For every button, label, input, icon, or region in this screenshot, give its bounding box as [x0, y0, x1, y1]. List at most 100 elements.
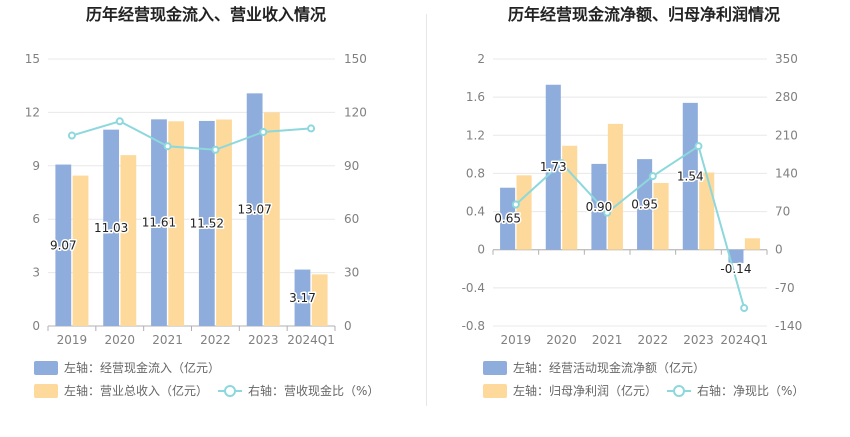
y-right-tick-label: -140: [775, 319, 802, 333]
y-right-tick-label: 0: [775, 243, 783, 257]
line-point: [307, 124, 316, 133]
y-left-tick-label: 0: [32, 319, 40, 333]
y-left-tick-label: 2: [477, 52, 485, 66]
bar-primary: [637, 159, 653, 250]
y-right-tick-label: 120: [344, 105, 367, 119]
chart-title: 历年经营现金流净额、归母净利润情况: [508, 5, 780, 24]
bar-primary: [55, 164, 72, 326]
y-left-tick-label: -0.8: [462, 319, 485, 333]
legend-swatch: [34, 361, 58, 375]
legend-swatch: [34, 384, 58, 398]
line-point: [511, 200, 520, 209]
x-tick-label: 2023: [683, 333, 714, 347]
bar-secondary: [263, 112, 280, 327]
legend-item[interactable]: 左轴：经营现金流入（亿元）: [34, 360, 220, 375]
chart-title: 历年经营现金流入、营业收入情况: [86, 5, 326, 24]
chart-1: 历年经营现金流入、营业收入情况0369121503060901201502019…: [25, 5, 379, 398]
data-label: 11.61: [142, 216, 176, 230]
x-tick-label: 2024Q1: [720, 333, 768, 347]
bar-secondary: [216, 119, 232, 327]
legend-item[interactable]: 左轴：营业总收入（亿元）: [34, 383, 208, 398]
bar-primary: [682, 102, 698, 250]
legend-item[interactable]: 右轴：净现比（%）: [667, 383, 804, 398]
bar-primary: [545, 84, 561, 250]
y-left-tick-label: 1.6: [466, 90, 485, 104]
y-left-tick-label: 0: [477, 243, 485, 257]
line-point: [67, 131, 76, 140]
bar-secondary: [120, 155, 137, 326]
bar-secondary: [168, 121, 185, 326]
y-right-tick-label: 350: [775, 52, 798, 66]
bar-secondary: [699, 172, 715, 250]
legend-swatch: [483, 384, 507, 398]
y-right-tick-label: -70: [775, 281, 795, 295]
bar-secondary: [311, 274, 328, 326]
bar-primary: [246, 93, 263, 326]
legend-label: 右轴：净现比（%）: [697, 383, 804, 398]
y-right-tick-label: 210: [775, 128, 798, 142]
legend-swatch: [483, 361, 507, 375]
data-label: 9.07: [50, 238, 77, 252]
legend-label: 左轴：经营现金流入（亿元）: [64, 360, 220, 375]
bar-primary: [728, 249, 744, 264]
line-point: [557, 159, 566, 168]
x-tick-label: 2019: [57, 333, 88, 347]
chart-2: 历年经营现金流净额、归母净利润情况 -0.8 -0.4 0 0.4 0.8 1.2 1.6 2 -…: [462, 5, 804, 398]
y-right-tick-label: 280: [775, 90, 798, 104]
x-tick-label: 2022: [638, 333, 669, 347]
y-right-tick-label: 90: [344, 159, 359, 173]
y-left-tick-label: 15: [25, 52, 40, 66]
x-tick-label: 2021: [152, 333, 183, 347]
legend-item[interactable]: 右轴：营收现金比（%）: [218, 383, 379, 398]
bar-primary: [151, 119, 167, 326]
x-tick-label: 2021: [592, 333, 623, 347]
y-right-tick-label: 140: [775, 166, 798, 180]
line-point: [115, 117, 124, 126]
y-left-tick-label: 3: [32, 266, 40, 280]
legend-marker: [224, 385, 236, 397]
y-left-tick-label: 1.2: [466, 128, 485, 142]
bar-primary: [500, 187, 516, 250]
data-label: -0.14: [720, 262, 751, 276]
legend-item[interactable]: 左轴：经营活动现金流净额（亿元）: [483, 360, 705, 375]
bar-primary: [294, 269, 311, 326]
bar-secondary: [72, 175, 89, 326]
bar-secondary: [607, 123, 623, 250]
line-point: [648, 172, 657, 181]
bar-primary: [198, 120, 215, 326]
series-line: [71, 120, 312, 151]
line-point: [603, 208, 612, 217]
y-right-tick-label: 0: [344, 319, 352, 333]
line-point: [740, 304, 749, 313]
legend-label: 右轴：营收现金比（%）: [248, 383, 379, 398]
legend-item[interactable]: 左轴：归母净利润（亿元）: [483, 383, 657, 398]
x-tick-label: 2022: [200, 333, 231, 347]
bar-secondary: [653, 182, 669, 250]
y-right-tick-label: 70: [775, 205, 790, 219]
x-tick-label: 2019: [501, 333, 532, 347]
data-label: 3.17: [289, 291, 316, 305]
y-left-tick-label: 12: [25, 105, 40, 119]
y-right-tick-label: 150: [344, 52, 367, 66]
line-point: [163, 142, 172, 151]
line-point: [694, 142, 703, 151]
x-tick-label: 2020: [546, 333, 577, 347]
x-tick-label: 2023: [248, 333, 279, 347]
bar-secondary: [562, 145, 578, 250]
series-line: [515, 144, 746, 309]
bar-primary: [591, 163, 607, 250]
y-left-tick-label: 9: [32, 159, 40, 173]
data-label: 0.90: [586, 200, 613, 214]
data-label: 1.73: [540, 160, 567, 174]
data-label: 13.07: [237, 203, 271, 217]
data-label: 11.52: [190, 216, 224, 230]
legend-marker: [673, 385, 685, 397]
y-left-tick-label: 0.8: [466, 166, 485, 180]
data-label: 0.65: [494, 212, 521, 226]
y-right-tick-label: 30: [344, 266, 359, 280]
legend-label: 左轴：经营活动现金流净额（亿元）: [513, 360, 705, 375]
y-right-tick-label: 60: [344, 212, 359, 226]
legend-label: 左轴：归母净利润（亿元）: [513, 383, 657, 398]
